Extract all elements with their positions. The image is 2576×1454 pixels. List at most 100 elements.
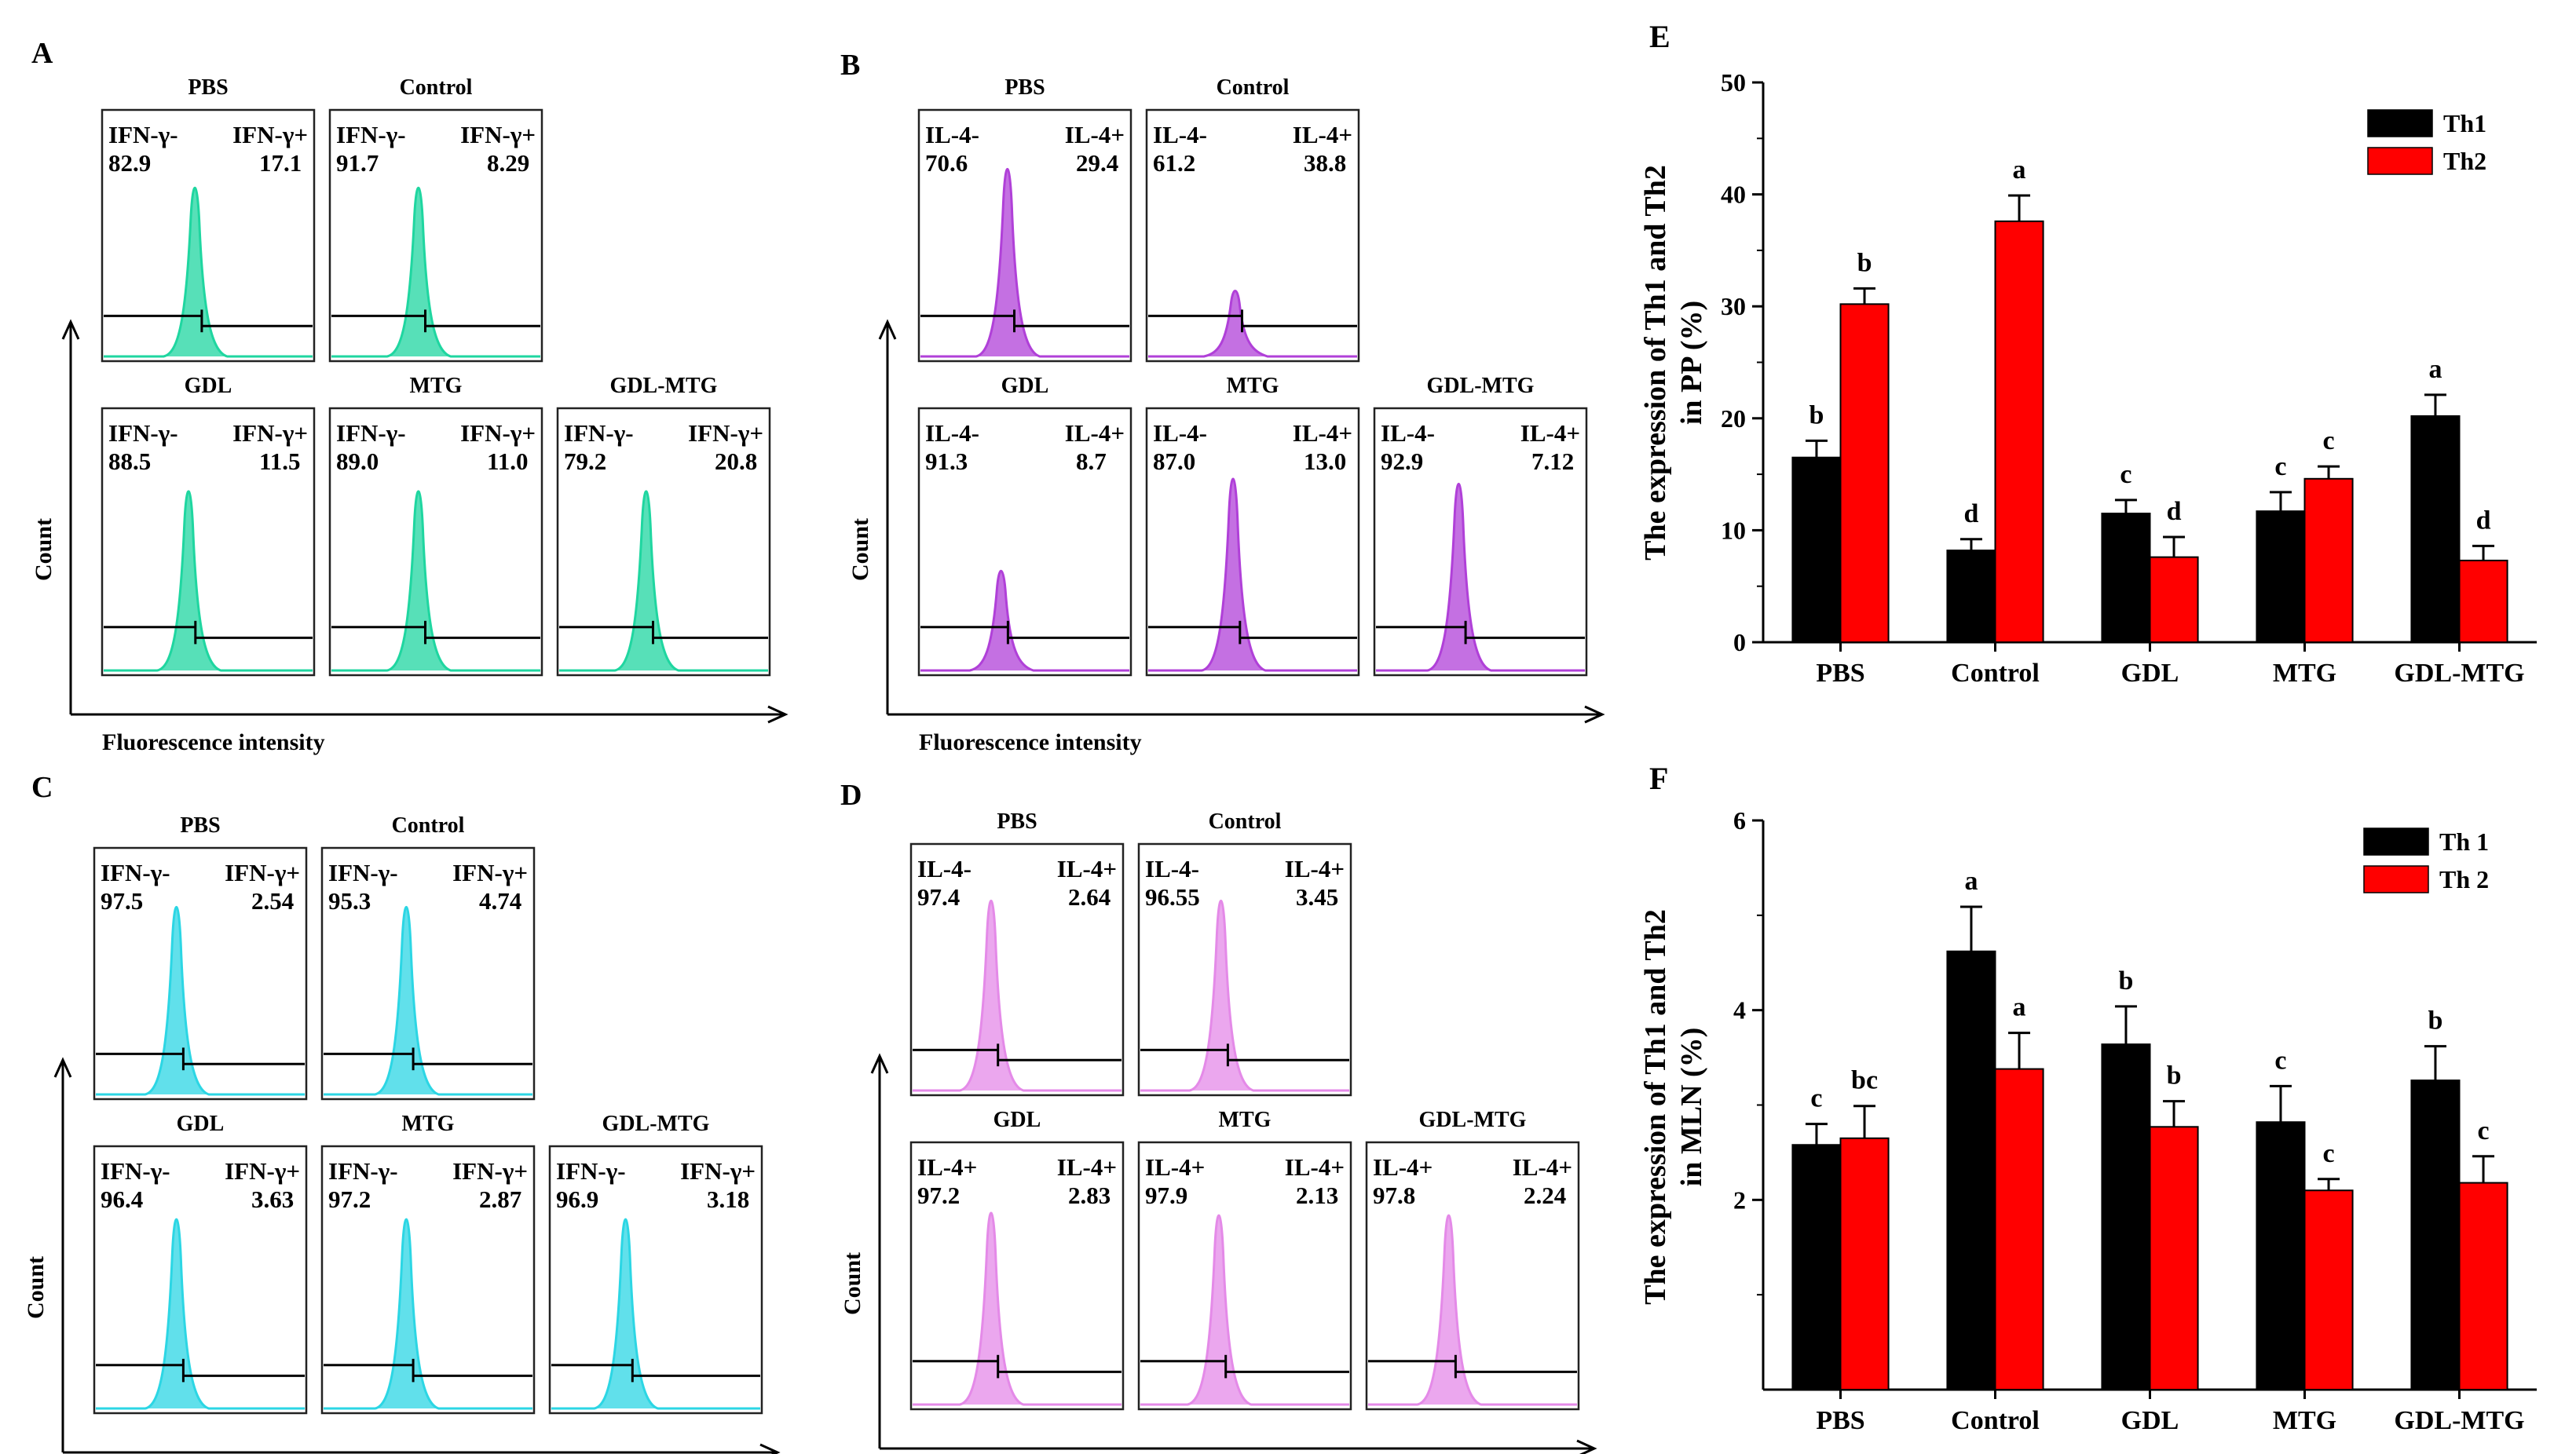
histogram-title: PBS bbox=[188, 75, 228, 100]
bar-th2 bbox=[1994, 220, 2044, 644]
significance-letter: a bbox=[2428, 355, 2442, 384]
negative-label: IFN-γ- bbox=[328, 1157, 398, 1185]
positive-value: 2.54 bbox=[251, 887, 294, 915]
negative-value: 87.0 bbox=[1153, 448, 1195, 475]
y-axis-title-line: The expression of Th1 and Th2 bbox=[1639, 909, 1672, 1305]
negative-label: IL-4- bbox=[1381, 419, 1435, 447]
positive-label: IFN-γ+ bbox=[452, 1157, 528, 1185]
negative-label: IL-4+ bbox=[917, 1153, 977, 1181]
histogram-peak bbox=[96, 1218, 305, 1410]
positive-label: IFN-γ+ bbox=[680, 1157, 756, 1185]
bar-th1 bbox=[1791, 1144, 1842, 1390]
histogram-frame bbox=[909, 1141, 1125, 1411]
histogram-frame bbox=[320, 1145, 536, 1415]
negative-label: IL-4- bbox=[1153, 121, 1207, 148]
positive-label: IFN-γ+ bbox=[225, 1157, 300, 1185]
negative-value: 89.0 bbox=[336, 448, 379, 475]
positive-value: 38.8 bbox=[1304, 149, 1346, 177]
positive-value: 13.0 bbox=[1304, 448, 1346, 475]
significance-letter: a bbox=[1964, 867, 1978, 896]
y-axis-arrow bbox=[870, 1053, 889, 1074]
negative-value: 96.9 bbox=[556, 1185, 598, 1213]
histogram-title: Control bbox=[1217, 75, 1290, 100]
negative-value: 97.2 bbox=[917, 1182, 960, 1209]
histogram-peak bbox=[324, 906, 532, 1096]
negative-label: IL-4- bbox=[925, 419, 979, 447]
bar-th2 bbox=[2149, 556, 2199, 644]
histogram-frame bbox=[548, 1145, 763, 1415]
bar-th2 bbox=[1839, 303, 1890, 643]
histogram-frame bbox=[93, 846, 308, 1101]
y-tick-label: 50 bbox=[1721, 68, 1746, 97]
legend-label: Th 2 bbox=[2439, 865, 2489, 893]
negative-value: 95.3 bbox=[328, 887, 371, 915]
y-tick-label: 6 bbox=[1733, 806, 1746, 835]
x-axis-arrow bbox=[759, 1443, 781, 1454]
negative-value: 92.9 bbox=[1381, 448, 1423, 475]
panel-letter: C bbox=[31, 771, 53, 804]
bar-th1 bbox=[2410, 415, 2461, 643]
bar-chart-f: F 2 4 6 The expression of Th1 and Th2 in MLN … bbox=[1639, 761, 2537, 1435]
histogram-peak bbox=[324, 1218, 532, 1410]
positive-value: 20.8 bbox=[715, 448, 757, 475]
histogram-frame bbox=[1137, 1141, 1352, 1411]
histogram-peak bbox=[1140, 1214, 1349, 1406]
positive-label: IFN-γ+ bbox=[688, 419, 763, 447]
bar-th1 bbox=[1791, 456, 1842, 644]
positive-value: 11.5 bbox=[259, 448, 301, 475]
histogram-title: GDL bbox=[993, 1108, 1041, 1132]
y-tick-label: 40 bbox=[1721, 181, 1746, 209]
y-axis-title-line: The expression of Th1 and Th2 bbox=[1639, 165, 1672, 561]
histogram-peak bbox=[551, 1218, 760, 1410]
negative-value: 97.8 bbox=[1373, 1182, 1415, 1209]
negative-value: 97.9 bbox=[1145, 1182, 1187, 1209]
histogram-frame bbox=[1373, 407, 1588, 677]
y-tick-label: 4 bbox=[1733, 996, 1746, 1025]
histogram-peak bbox=[559, 490, 768, 672]
bar-th2 bbox=[2458, 1182, 2508, 1391]
x-tick-label: GDL-MTG bbox=[2394, 659, 2524, 688]
histogram-title: MTG bbox=[410, 374, 463, 398]
x-axis-arrow bbox=[1584, 705, 1605, 724]
positive-label: IL-4+ bbox=[1065, 419, 1125, 447]
negative-label: IL-4- bbox=[917, 855, 971, 882]
bar-chart-panels: E 0 10 20 30 40 50 The expression of Th1 and Th… bbox=[1639, 19, 2537, 1435]
histogram-title: GDL bbox=[177, 1112, 225, 1136]
histogram-title: GDL-MTG bbox=[610, 374, 718, 398]
bar-th2 bbox=[1994, 1068, 2044, 1391]
significance-letter: a bbox=[2013, 155, 2026, 184]
legend-swatch bbox=[2363, 827, 2429, 856]
y-tick-label: 0 bbox=[1733, 628, 1746, 656]
negative-value: 97.4 bbox=[917, 883, 960, 911]
negative-value: 70.6 bbox=[925, 149, 968, 177]
bar-chart-e: E 0 10 20 30 40 50 The expression of Th1 and Th… bbox=[1639, 19, 2537, 688]
y-tick-label: 2 bbox=[1733, 1185, 1746, 1214]
positive-value: 3.63 bbox=[251, 1185, 294, 1213]
significance-letter: b bbox=[2167, 1061, 2182, 1090]
histogram-frame bbox=[101, 407, 316, 677]
negative-label: IFN-γ- bbox=[101, 859, 170, 886]
negative-value: 91.3 bbox=[925, 448, 968, 475]
significance-letter: a bbox=[2013, 993, 2026, 1022]
histogram-title: GDL bbox=[1001, 374, 1049, 398]
positive-label: IFN-γ+ bbox=[460, 419, 536, 447]
negative-label: IFN-γ- bbox=[336, 121, 406, 148]
histogram-peak bbox=[104, 186, 313, 358]
legend-swatch bbox=[2367, 147, 2433, 175]
positive-value: 29.4 bbox=[1076, 149, 1118, 177]
positive-label: IFN-γ+ bbox=[460, 121, 536, 148]
bar-th1 bbox=[2410, 1080, 2461, 1391]
histogram-gdl: GDL IL-4-91.3 IL-4+8.7 bbox=[917, 374, 1132, 677]
histogram-title: GDL-MTG bbox=[1427, 374, 1535, 398]
positive-value: 3.18 bbox=[707, 1185, 749, 1213]
significance-letter: c bbox=[2322, 1139, 2334, 1168]
histogram-title: PBS bbox=[997, 809, 1037, 834]
positive-label: IFN-γ+ bbox=[232, 121, 308, 148]
histogram-title: Control bbox=[1209, 809, 1282, 834]
histogram-peak bbox=[331, 490, 540, 672]
histogram-frame bbox=[556, 407, 771, 677]
